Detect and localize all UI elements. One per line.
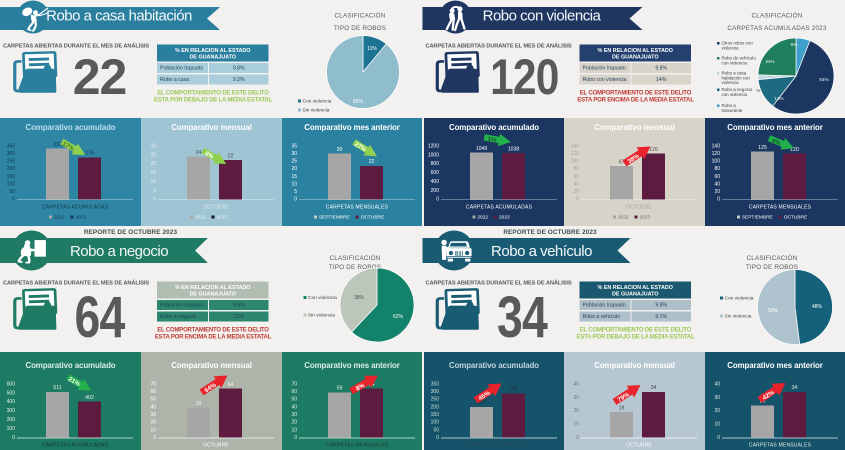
svg-text:1%: 1% [487,136,498,145]
svg-text:54%: 54% [819,77,828,82]
svg-text:4%: 4% [771,137,782,147]
svg-text:6%: 6% [791,42,798,47]
svg-text:89%: 89% [353,99,364,105]
svg-text:8%: 8% [204,150,216,161]
svg-text:13%: 13% [774,96,783,101]
svg-text:62%: 62% [393,314,404,320]
svg-text:48%: 48% [812,304,823,310]
svg-text:38%: 38% [354,295,365,301]
svg-text:11%: 11% [367,46,377,52]
svg-text:2%: 2% [756,88,760,93]
svg-text:24%: 24% [765,59,774,64]
svg-text:52%: 52% [768,308,779,314]
svg-text:8%: 8% [355,382,367,393]
